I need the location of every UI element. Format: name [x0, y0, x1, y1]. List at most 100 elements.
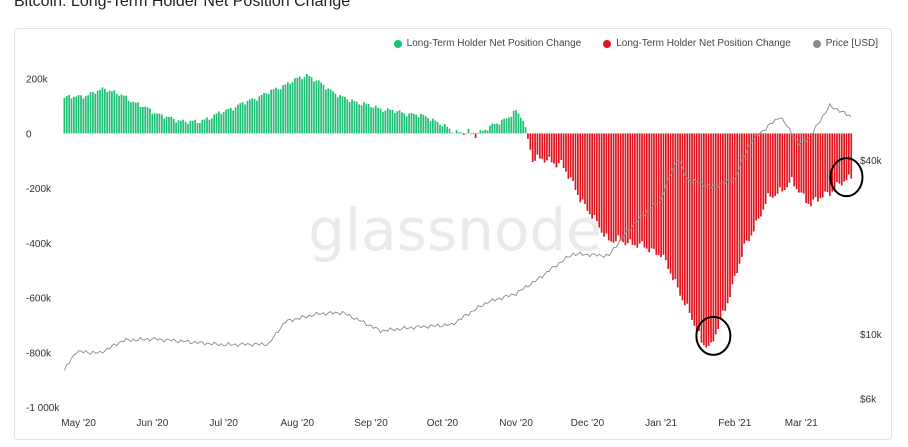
bar-negative [653, 133, 655, 249]
bar-positive [253, 98, 256, 134]
bar-negative [707, 133, 710, 346]
bar-negative [541, 133, 544, 159]
bar-positive [446, 126, 448, 134]
bar-positive [106, 92, 109, 134]
bar-positive [522, 120, 525, 134]
y-right-tick-label: $6k [860, 394, 877, 405]
x-tick-label: Sep '20 [354, 418, 388, 429]
bar-negative [462, 133, 465, 135]
bar-positive [108, 90, 111, 134]
bar-positive [256, 100, 258, 134]
bar-negative [629, 133, 632, 240]
bar-positive [367, 103, 370, 134]
bar-negative [800, 133, 803, 193]
price-layer [63, 102, 852, 371]
bar-positive [99, 89, 101, 134]
bar-positive [479, 130, 482, 134]
bar-positive [277, 89, 280, 134]
bar-positive [353, 100, 356, 134]
bar-positive [415, 114, 418, 134]
x-tick-label: Dec '20 [571, 418, 605, 429]
bar-positive [94, 93, 97, 134]
bar-negative [607, 133, 610, 241]
bar-positive [358, 104, 361, 134]
legend-item-lth-positive[interactable]: Long-Term Holder Net Position Change [393, 38, 581, 49]
bar-positive [237, 104, 239, 134]
bar-positive [199, 123, 201, 134]
bar-positive [286, 82, 289, 134]
bar-negative [828, 133, 831, 196]
bar-positive [436, 122, 439, 134]
bar-negative [626, 133, 629, 244]
bar-negative [560, 133, 563, 160]
x-axis: May '20 Jun '20 Jul '20 Aug '20 Sep '20 Oct '… [61, 418, 818, 429]
bar-positive [160, 114, 163, 134]
legend-item-price[interactable]: Price [USD] [812, 38, 878, 49]
bar-positive [248, 99, 251, 134]
bar-negative [802, 133, 805, 194]
bar-negative [769, 133, 772, 197]
bar-positive [301, 79, 303, 134]
x-tick-label: Mar '21 [785, 418, 818, 429]
bar-negative [788, 133, 791, 183]
bar-positive [156, 113, 158, 134]
bar-negative [631, 133, 634, 245]
bar-negative [805, 133, 807, 203]
bar-positive [391, 109, 394, 134]
bar-positive [303, 77, 306, 134]
bar-positive [137, 102, 139, 134]
bar-negative [672, 133, 674, 281]
bar-positive [101, 87, 104, 134]
bar-positive [451, 132, 453, 134]
bars-layer [63, 73, 853, 348]
bar-positive [196, 122, 199, 134]
bar-positive [275, 87, 277, 134]
bar-positive [132, 101, 135, 134]
bar-positive [306, 73, 308, 134]
bar-positive [272, 89, 275, 134]
bar-positive [398, 110, 401, 134]
bar-negative [695, 133, 698, 331]
bar-positive [493, 124, 496, 134]
bar-positive [215, 113, 218, 134]
legend-label: Price [USD] [825, 38, 878, 49]
bar-positive [515, 110, 517, 134]
bar-positive [75, 96, 78, 134]
bar-positive [227, 108, 230, 134]
x-tick-label: Aug '20 [280, 418, 314, 429]
bar-negative [812, 133, 815, 200]
bar-negative [693, 133, 696, 326]
bar-positive [163, 118, 166, 134]
bar-positive [265, 93, 268, 134]
bar-negative [717, 133, 719, 329]
bar-negative [750, 133, 753, 236]
bar-negative [591, 133, 593, 219]
y-right-tick-label: $40k [860, 156, 883, 167]
bar-negative [705, 133, 708, 348]
bar-positive [360, 105, 363, 134]
bar-positive [234, 107, 237, 134]
bar-positive [180, 120, 182, 134]
bar-negative [605, 133, 608, 234]
bar-positive [313, 81, 315, 134]
bar-positive [389, 109, 391, 134]
bar-positive [146, 107, 149, 134]
bar-negative [645, 133, 648, 249]
price-line [63, 102, 852, 371]
bar-positive [379, 108, 382, 134]
y-left-tick-label: -600k [26, 294, 52, 305]
bar-negative [786, 133, 788, 188]
right-axis: $40k $10k $6k [860, 156, 883, 405]
bar-positive [439, 124, 441, 134]
bar-positive [296, 77, 299, 134]
bar-positive [70, 98, 73, 134]
bar-negative [781, 133, 784, 192]
bar-negative [615, 133, 617, 242]
legend-item-lth-negative[interactable]: Long-Term Holder Net Position Change [603, 38, 791, 49]
bar-positive [246, 100, 249, 134]
bar-negative [712, 133, 715, 342]
x-tick-label: Jul '20 [209, 418, 238, 429]
bar-positive [127, 100, 130, 134]
bar-positive [355, 101, 358, 134]
bar-positive [412, 113, 415, 134]
